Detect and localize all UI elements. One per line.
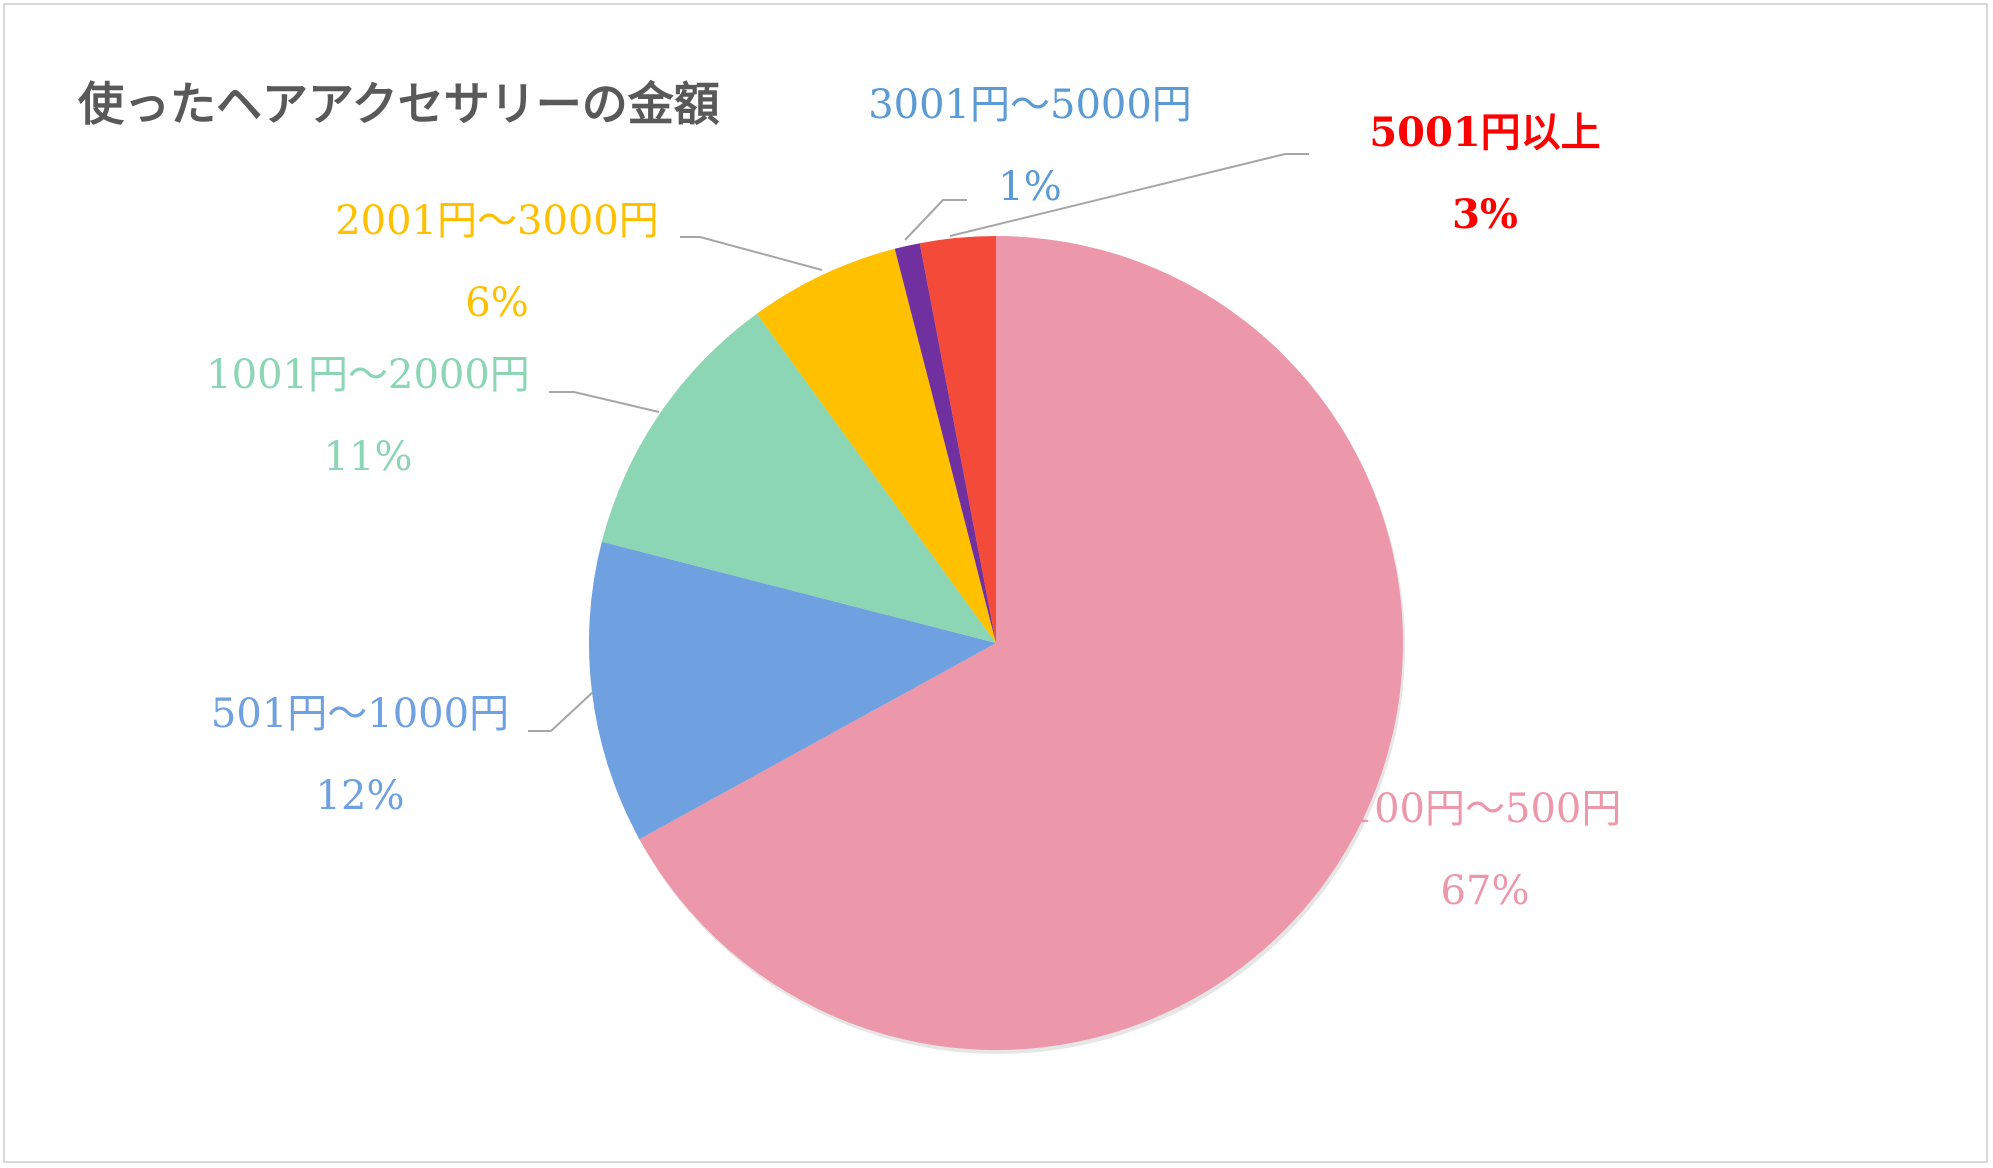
data-label-category: 5001円以上 — [1369, 109, 1601, 156]
data-label-category: 501円～1000円 — [210, 691, 510, 737]
leader-line-5001-plus — [949, 153, 1309, 237]
data-label-percent: 67% — [1440, 868, 1530, 914]
pie-slice-501-1000 — [589, 541, 996, 840]
data-label-2001-3000: 2001円～3000円 6% — [335, 180, 659, 344]
data-label-percent: 3% — [1452, 191, 1518, 238]
data-label-percent: 11% — [323, 434, 413, 480]
leader-line-501-1000 — [528, 691, 594, 732]
pie-slice-1001-2000 — [601, 313, 996, 643]
data-label-category: 100円～500円 — [1348, 786, 1622, 832]
data-label-percent: 6% — [465, 280, 529, 326]
leader-line-1001-2000 — [549, 391, 660, 413]
chart-title: 使ったヘアアクセサリーの金額 — [78, 77, 720, 131]
data-label-501-1000: 501円～1000円 12% — [211, 673, 509, 837]
data-label-category: 3001円～5000円 — [868, 82, 1192, 128]
pie-slice-100-500 — [639, 236, 1403, 1051]
data-label-percent: 12% — [315, 773, 405, 819]
pie-slice-2001-3000 — [756, 248, 996, 643]
data-label-5001-plus: 5001円以上 3% — [1369, 92, 1600, 256]
data-label-100-500: 100円～500円 67% — [1349, 768, 1622, 932]
data-label-percent: 1% — [998, 164, 1062, 210]
data-label-category: 1001円～2000円 — [206, 352, 530, 398]
data-label-3001-5000: 3001円～5000円 1% — [868, 64, 1192, 228]
pie-slice-3001-5000 — [894, 243, 996, 643]
data-label-1001-2000: 1001円～2000円 11% — [206, 334, 530, 498]
leader-line-3001-5000 — [904, 199, 967, 241]
pie-slice-5001-plus — [919, 236, 996, 643]
leader-line-2001-3000 — [680, 236, 823, 271]
data-label-category: 2001円～3000円 — [335, 198, 659, 244]
